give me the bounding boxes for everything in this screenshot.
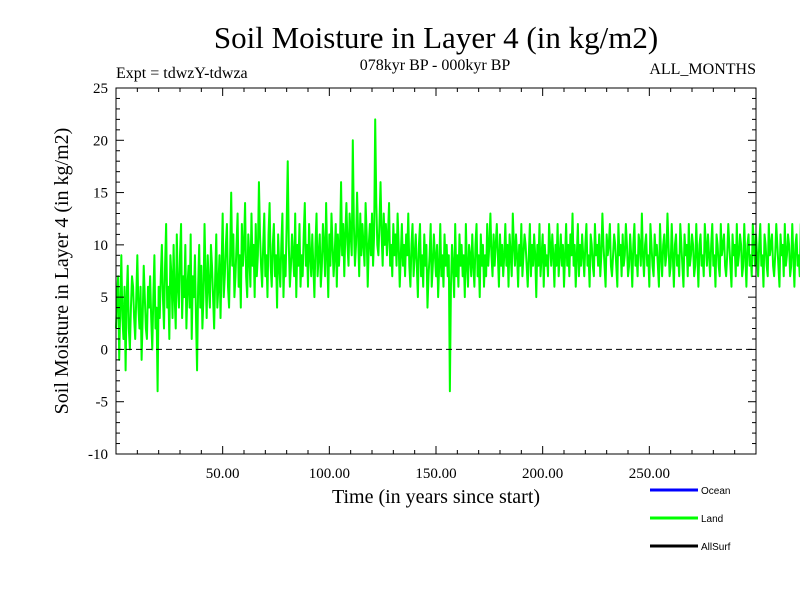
months-label: ALL_MONTHS xyxy=(649,61,756,78)
y-tick-label: 10 xyxy=(93,238,108,254)
x-tick-label: 150.00 xyxy=(415,466,456,482)
x-tick-label: 100.00 xyxy=(309,466,350,482)
x-tick-label: 50.00 xyxy=(206,466,240,482)
series-line-land xyxy=(115,118,800,393)
chart-title: Soil Moisture in Layer 4 (in kg/m2) xyxy=(214,20,658,55)
x-axis-label: Time (in years since start) xyxy=(332,486,540,508)
legend-label-ocean: Ocean xyxy=(701,486,730,497)
y-tick-label: 25 xyxy=(93,81,108,97)
y-tick-label: 5 xyxy=(101,290,109,306)
legend: Ocean Land AllSurf xyxy=(650,486,731,553)
y-tick-label: 15 xyxy=(93,186,108,202)
chart-subtitle: 078kyr BP - 000kyr BP xyxy=(360,57,511,74)
legend-label-allsurf: AllSurf xyxy=(701,542,731,553)
legend-label-land: Land xyxy=(701,514,723,525)
experiment-label: Expt = tdwzY-tdwza xyxy=(116,65,248,82)
y-tick-label: 0 xyxy=(101,342,109,358)
y-axis-label: Soil Moisture in Layer 4 (in kg/m2) xyxy=(51,128,73,415)
plot-area: -10 -5 0 5 10 15 20 25 50.00 100.00 150.00 200.00 25… xyxy=(88,81,800,482)
y-tick-label: 20 xyxy=(93,133,108,149)
x-tick-label: 200.00 xyxy=(522,466,563,482)
y-tick-label: -5 xyxy=(96,395,109,411)
y-tick-label: -10 xyxy=(88,447,108,463)
x-tick-label: 250.00 xyxy=(629,466,670,482)
